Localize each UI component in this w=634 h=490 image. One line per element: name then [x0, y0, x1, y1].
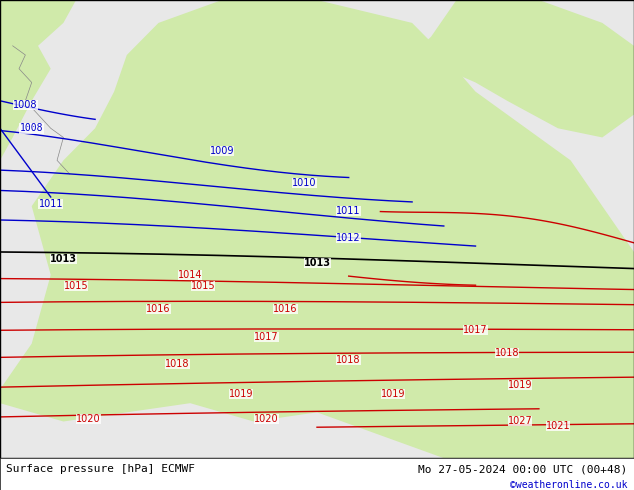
Text: 1019: 1019: [381, 389, 405, 399]
Text: 1013: 1013: [304, 258, 330, 269]
Text: 1013: 1013: [50, 254, 77, 264]
Text: 1020: 1020: [77, 414, 101, 424]
Text: 1011: 1011: [39, 199, 63, 209]
Text: 1012: 1012: [337, 233, 361, 243]
Polygon shape: [0, 0, 76, 160]
Polygon shape: [412, 0, 634, 138]
Text: 1015: 1015: [64, 281, 88, 292]
Text: 1008: 1008: [20, 123, 44, 133]
Text: 1010: 1010: [292, 178, 316, 188]
Text: ©weatheronline.co.uk: ©weatheronline.co.uk: [510, 480, 628, 490]
Text: 1019: 1019: [229, 389, 253, 399]
Polygon shape: [0, 0, 634, 458]
Text: 1019: 1019: [508, 380, 532, 390]
Text: 1016: 1016: [273, 304, 297, 314]
Text: 1009: 1009: [210, 146, 234, 156]
Text: 1021: 1021: [546, 421, 570, 431]
Text: 1015: 1015: [191, 281, 215, 292]
Text: 1011: 1011: [337, 206, 361, 216]
Text: 1016: 1016: [146, 304, 171, 314]
Text: Surface pressure [hPa] ECMWF: Surface pressure [hPa] ECMWF: [6, 465, 195, 474]
Text: 1018: 1018: [495, 348, 519, 358]
Text: 1018: 1018: [165, 359, 190, 369]
Text: Mo 27-05-2024 00:00 UTC (00+48): Mo 27-05-2024 00:00 UTC (00+48): [418, 465, 628, 474]
Text: 1018: 1018: [337, 355, 361, 365]
Text: 1017: 1017: [254, 332, 278, 342]
Text: 1027: 1027: [507, 416, 533, 426]
Text: 1014: 1014: [178, 270, 202, 280]
Text: 1020: 1020: [254, 414, 278, 424]
Text: 1008: 1008: [13, 100, 37, 110]
Text: 1017: 1017: [463, 325, 488, 335]
